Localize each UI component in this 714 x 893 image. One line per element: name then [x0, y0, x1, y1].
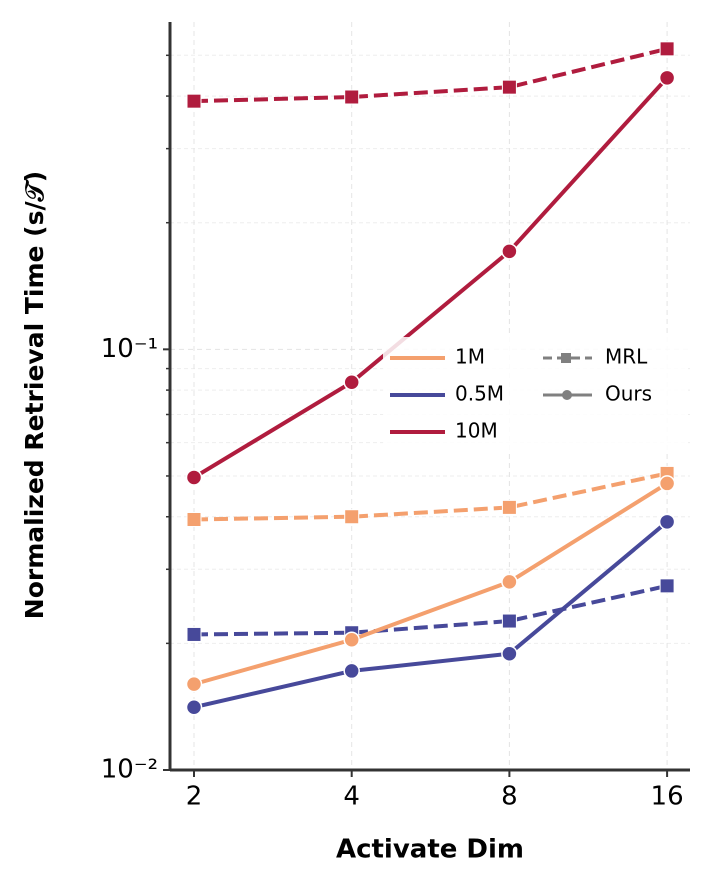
- marker-circle: [501, 645, 518, 662]
- x-axis-label: Activate Dim: [336, 835, 524, 865]
- marker-square: [186, 93, 202, 109]
- marker-circle: [658, 513, 676, 531]
- legend-label: 1M: [455, 345, 485, 369]
- marker-square: [344, 509, 360, 525]
- legend-marker: [561, 353, 571, 363]
- legend-label: 0.5M: [455, 382, 504, 406]
- x-tick-label: 2: [186, 782, 203, 812]
- x-tick-label: 16: [651, 782, 684, 812]
- marker-circle: [501, 243, 518, 260]
- y-tick-label: 10⁻¹: [101, 334, 158, 364]
- y-axis-label: Normalized Retrieval Time (s/𝒯): [20, 171, 49, 619]
- marker-circle: [185, 675, 203, 693]
- marker-circle: [658, 475, 676, 492]
- legend-label: Ours: [605, 382, 652, 406]
- marker-square: [186, 626, 202, 642]
- marker-circle: [658, 69, 676, 87]
- x-tick-label: 4: [343, 782, 360, 812]
- x-tick-label: 8: [501, 782, 518, 812]
- series-line: [193, 481, 669, 687]
- marker-square: [659, 578, 675, 594]
- y-tick-label: 10⁻²: [101, 755, 158, 785]
- marker-square: [501, 613, 517, 629]
- marker-circle: [343, 374, 360, 391]
- marker-circle: [185, 469, 203, 486]
- legend-label: 10M: [455, 419, 498, 443]
- marker-square: [501, 499, 517, 515]
- marker-circle: [501, 573, 518, 591]
- series-line: [192, 76, 669, 480]
- series-line: [193, 471, 668, 522]
- legend-label: MRL: [605, 345, 648, 369]
- marker-circle: [343, 662, 360, 680]
- marker-circle: [343, 631, 360, 649]
- series-line: [193, 520, 669, 710]
- marker-square: [659, 41, 675, 57]
- marker-circle: [185, 698, 203, 716]
- legend-marker: [562, 390, 572, 400]
- marker-square: [501, 79, 517, 95]
- series-line: [193, 46, 668, 104]
- marker-square: [344, 89, 360, 105]
- marker-square: [186, 511, 202, 527]
